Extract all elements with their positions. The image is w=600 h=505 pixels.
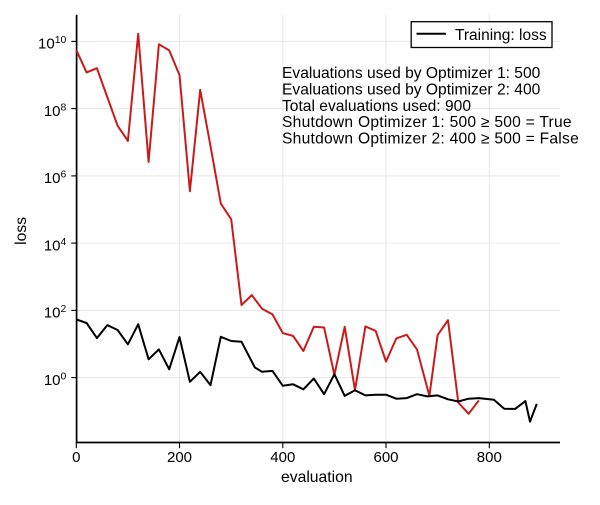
svg-text:106: 106 [44,170,67,188]
svg-text:400: 400 [270,449,295,466]
svg-text:Training: loss: Training: loss [455,27,547,44]
svg-text:600: 600 [373,449,398,466]
svg-text:104: 104 [44,237,67,255]
svg-text:1010: 1010 [38,35,66,53]
svg-text:Evaluations used by Optimizer: Evaluations used by Optimizer 2: 400 [282,82,541,99]
svg-text:102: 102 [44,304,67,322]
svg-text:108: 108 [44,102,67,120]
svg-text:200: 200 [167,449,192,466]
svg-text:Shutdown Optimizer 1: 500 ≥ 50: Shutdown Optimizer 1: 500 ≥ 500 = True [282,114,572,131]
svg-text:evaluation: evaluation [281,469,353,486]
svg-text:Evaluations used by Optimizer: Evaluations used by Optimizer 1: 500 [282,65,541,82]
svg-text:Shutdown Optimizer 2: 400 ≥ 50: Shutdown Optimizer 2: 400 ≥ 500 = False [282,130,579,147]
svg-text:0: 0 [72,449,80,466]
svg-text:800: 800 [477,449,502,466]
svg-text:100: 100 [44,371,67,389]
svg-text:Total evaluations used: 900: Total evaluations used: 900 [282,98,471,115]
svg-text:loss: loss [13,217,30,245]
